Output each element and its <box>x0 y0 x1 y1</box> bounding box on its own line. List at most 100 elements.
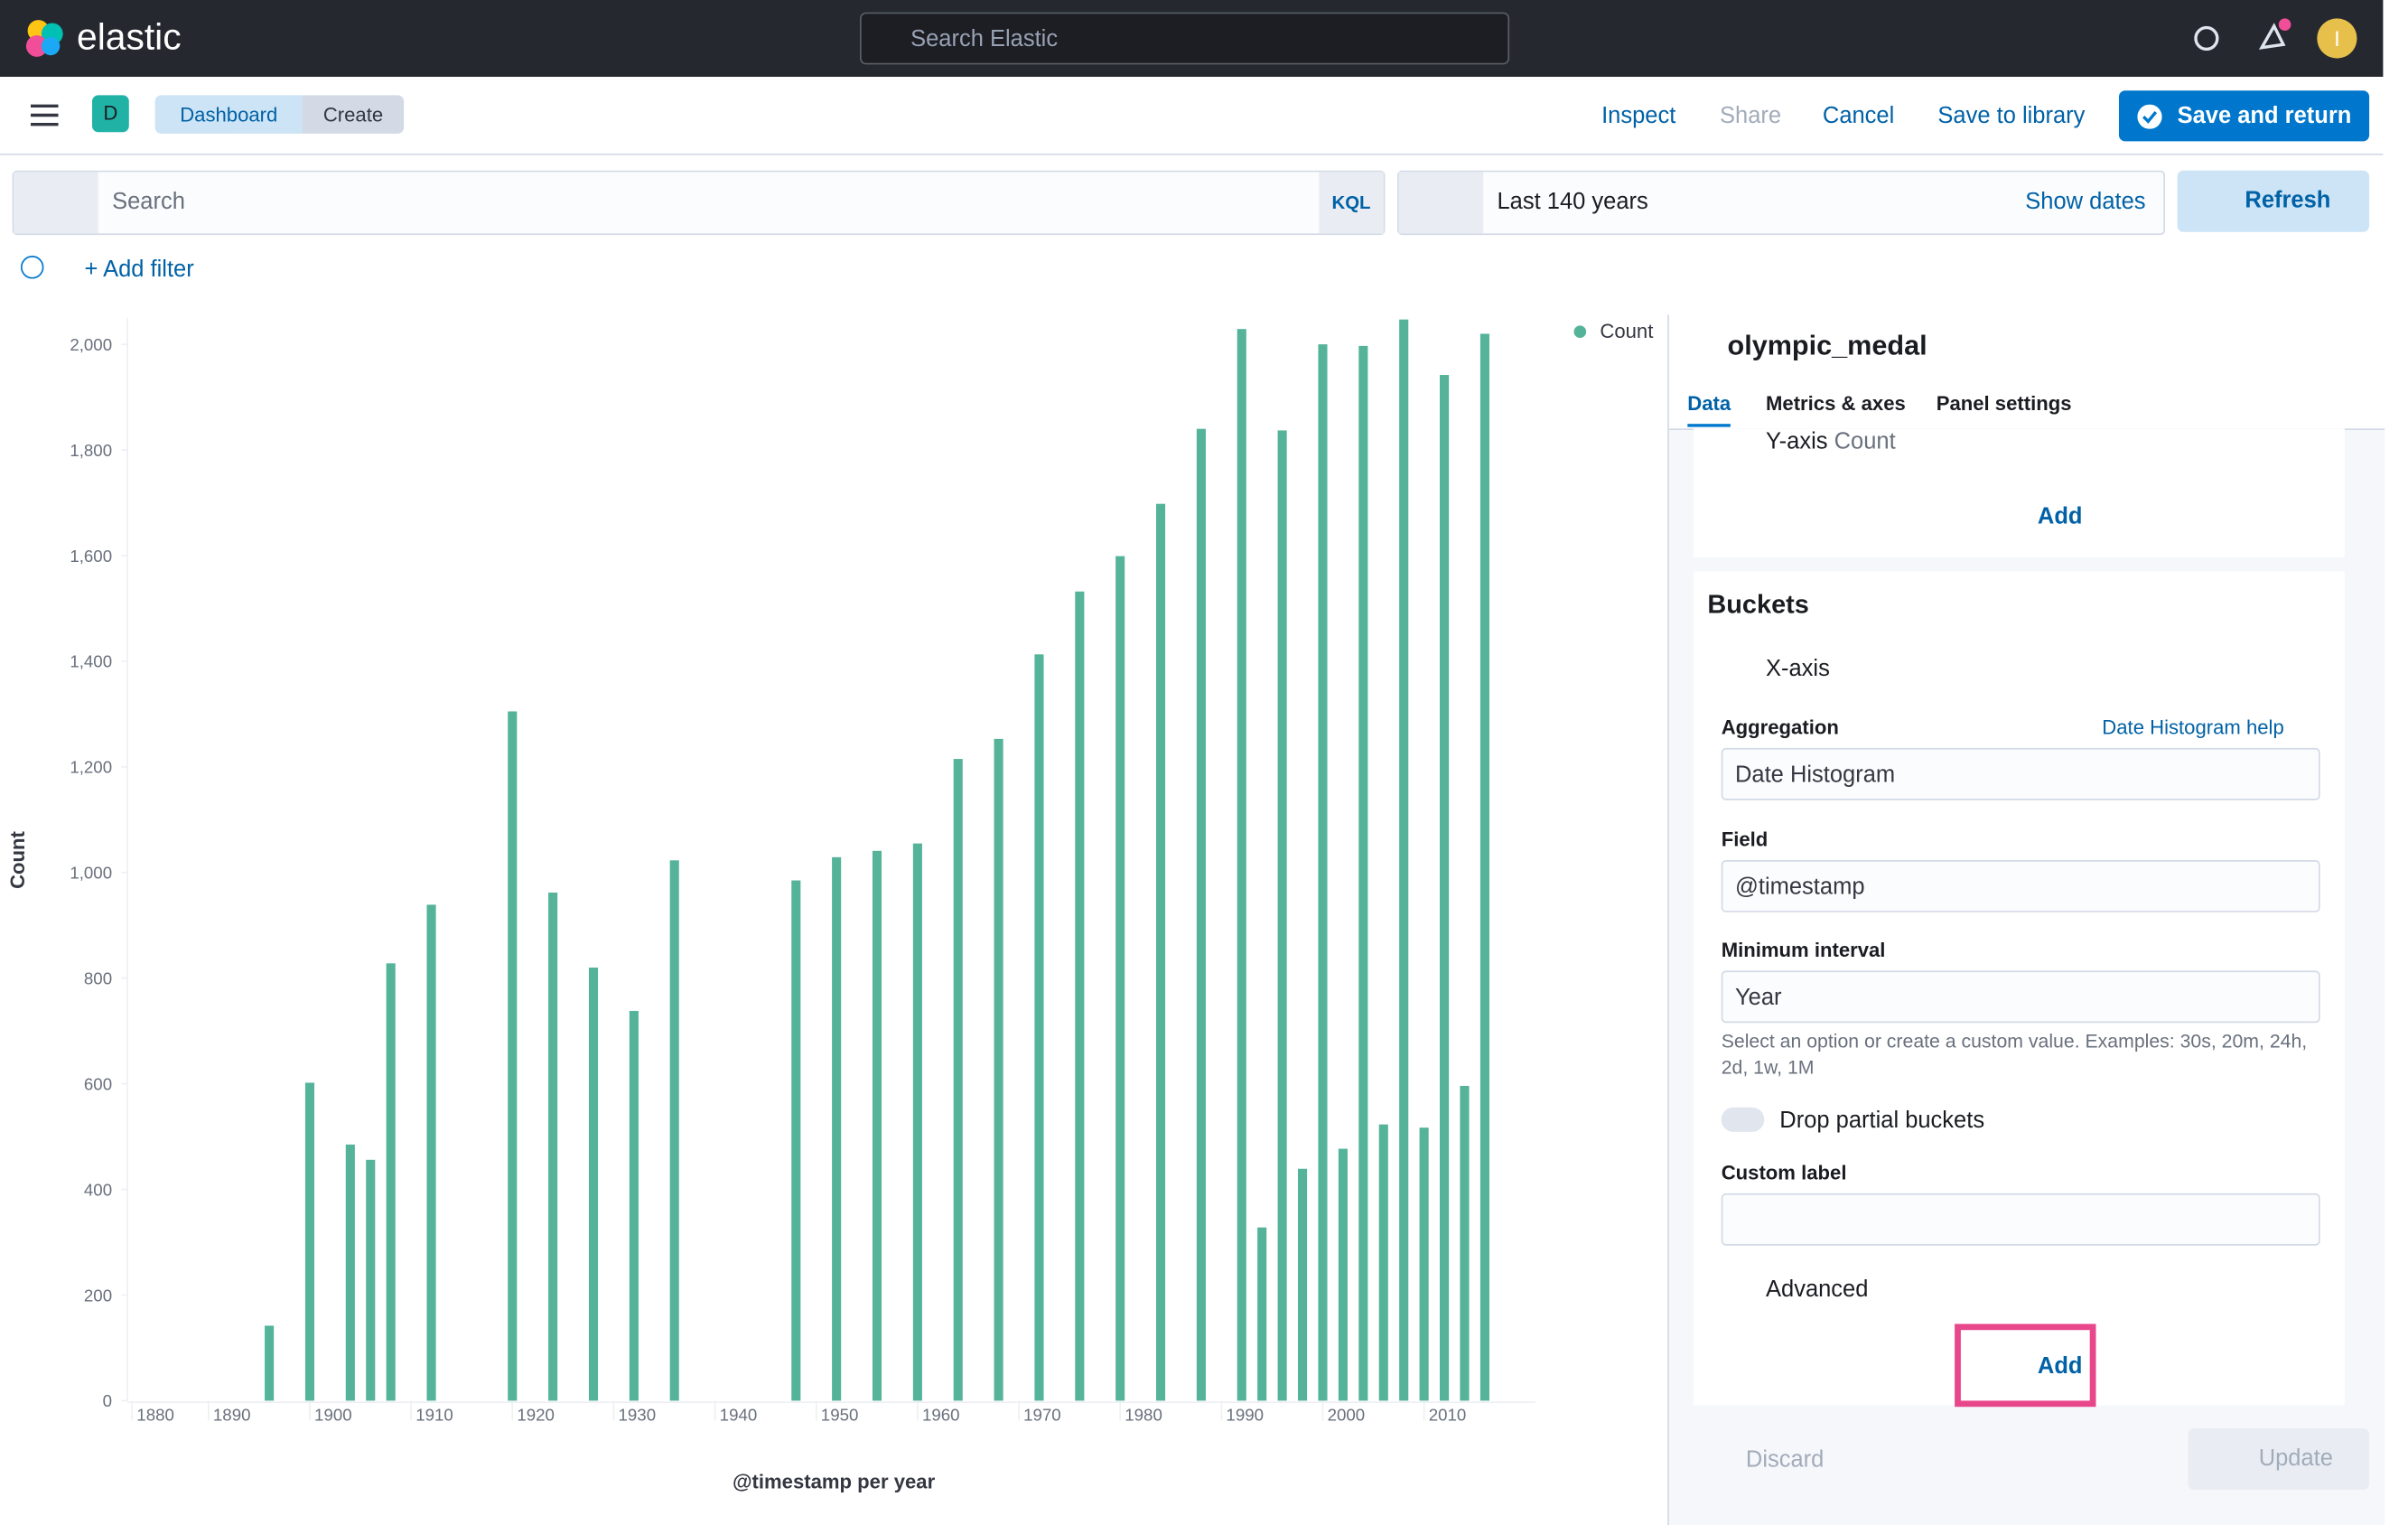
aggregation-help[interactable]: Date Histogram help <box>2102 716 2284 739</box>
bar <box>791 880 801 1401</box>
metric-label: Y-axis <box>1766 428 1828 455</box>
filter-icon[interactable] <box>18 254 49 285</box>
query-placeholder[interactable]: Search <box>112 189 185 215</box>
x-tick-label: 2000 <box>1328 1406 1366 1425</box>
inspect-button[interactable]: Inspect <box>1601 102 1676 129</box>
save-return-button[interactable]: Save and return <box>2119 90 2370 142</box>
tab-metrics[interactable]: Metrics & axes <box>1766 391 1906 416</box>
logo-icon <box>25 20 63 57</box>
bar <box>1440 375 1450 1401</box>
x-axis-title: @timestamp per year <box>733 1470 936 1492</box>
update-button: Update <box>2188 1428 2370 1490</box>
y-tick-label: 1,000 <box>70 864 112 883</box>
bar <box>1115 556 1125 1401</box>
global-search[interactable]: Search Elastic <box>860 12 1510 65</box>
highlight-box <box>1955 1324 2096 1408</box>
bar <box>426 904 436 1401</box>
interval-value: Year <box>1735 984 1782 1011</box>
bar <box>1399 319 1409 1401</box>
x-tick-label: 1890 <box>213 1406 251 1425</box>
y-tick-label: 400 <box>84 1180 112 1199</box>
custom-label-input[interactable] <box>1721 1193 2320 1246</box>
metrics-panel: Y-axis Count Add <box>1694 428 2345 558</box>
bar <box>548 892 558 1401</box>
bar <box>1460 1085 1470 1401</box>
x-tick-label: 1960 <box>922 1406 960 1425</box>
y-tick-label: 2,000 <box>70 335 112 354</box>
field-select[interactable]: @timestamp <box>1721 860 2320 912</box>
x-tick-label: 1910 <box>415 1406 453 1425</box>
bar <box>953 759 963 1401</box>
bar <box>265 1325 275 1401</box>
bar <box>1155 503 1166 1401</box>
x-tick-label: 1930 <box>619 1406 657 1425</box>
bar <box>508 711 518 1401</box>
help-icon[interactable] <box>2191 23 2222 54</box>
breadcrumb[interactable]: Dashboard <box>154 95 303 134</box>
bar <box>1318 344 1328 1401</box>
bar <box>1196 428 1206 1401</box>
refresh-button[interactable]: Refresh <box>2177 170 2370 232</box>
x-tick-label: 1980 <box>1125 1406 1162 1425</box>
check-icon <box>2137 104 2162 129</box>
bar <box>386 963 396 1401</box>
bucket-name[interactable]: X-axis <box>1766 655 1830 682</box>
app-toolbar: D Dashboard Create Inspect Share Cancel … <box>0 77 2384 155</box>
discard-button: Discard <box>1745 1446 1825 1474</box>
bar <box>1277 430 1287 1401</box>
advanced-toggle[interactable]: Advanced <box>1766 1276 1869 1303</box>
query-bar: Search KQL <box>12 170 1386 236</box>
share-button: Share <box>1720 102 1782 129</box>
tab-data[interactable]: Data <box>1687 392 1731 427</box>
editor-sidebar: olympic_medal Data Metrics & axes Panel … <box>1667 314 2385 1525</box>
quick-menu[interactable] <box>1398 172 1484 234</box>
aggregation-select[interactable]: Date Histogram <box>1721 747 2320 800</box>
space-badge[interactable]: D <box>92 95 129 133</box>
cancel-button[interactable]: Cancel <box>1822 102 1895 129</box>
buckets-panel: Buckets X-axis Aggregation Date Histogra… <box>1694 571 2345 1408</box>
save-library-button[interactable]: Save to library <box>1937 102 2086 129</box>
y-tick-label: 0 <box>103 1391 112 1410</box>
bar <box>1237 329 1246 1401</box>
chart: Count @timestamp per year 0 200 400 600 800 1… <box>6 317 1653 1492</box>
bar <box>588 968 599 1401</box>
time-picker: Last 140 years Show dates <box>1397 170 2165 236</box>
interval-help: Select an option or create a custom valu… <box>1721 1030 2308 1079</box>
saved-query-menu[interactable] <box>14 172 98 234</box>
show-dates[interactable]: Show dates <box>2025 189 2146 215</box>
interval-select[interactable]: Year <box>1721 970 2320 1024</box>
bar <box>345 1144 355 1401</box>
x-tick-label: 1940 <box>720 1406 758 1425</box>
editor-header: olympic_medal Data Metrics & axes Panel … <box>1668 314 2385 430</box>
bar <box>1338 1148 1348 1401</box>
metric-row[interactable]: Y-axis Count <box>1766 428 1896 454</box>
avatar[interactable]: I <box>2317 18 2357 59</box>
y-axis-title: Count <box>6 830 29 888</box>
menu-icon[interactable] <box>31 103 59 127</box>
save-return-label: Save and return <box>2177 102 2352 129</box>
bar <box>669 860 679 1401</box>
add-filter[interactable]: + Add filter <box>84 256 194 283</box>
tab-panel[interactable]: Panel settings <box>1936 391 2072 416</box>
bar <box>1358 345 1368 1401</box>
add-metric[interactable]: Add <box>2037 503 2083 530</box>
buckets-title: Buckets <box>1707 589 1809 620</box>
index-name: olympic_medal <box>1727 330 1927 361</box>
add-bucket[interactable]: Add <box>2037 1352 2083 1380</box>
bar <box>872 850 882 1401</box>
news-icon[interactable] <box>2255 17 2292 54</box>
bar <box>1034 654 1044 1401</box>
bar <box>1419 1127 1429 1401</box>
logo-text: elastic <box>77 16 182 59</box>
kql-toggle[interactable]: KQL <box>1319 172 1384 234</box>
update-label: Update <box>2258 1445 2333 1472</box>
time-range[interactable]: Last 140 years <box>1497 189 1648 215</box>
bar <box>994 738 1003 1401</box>
y-tick-label: 1,400 <box>70 652 112 671</box>
y-tick-label: 200 <box>84 1286 112 1305</box>
drop-partial-toggle[interactable] <box>1721 1107 1765 1132</box>
custom-label-label: Custom label <box>1721 1161 1847 1184</box>
bar <box>1298 1168 1308 1401</box>
y-tick-label: 1,600 <box>70 547 112 566</box>
